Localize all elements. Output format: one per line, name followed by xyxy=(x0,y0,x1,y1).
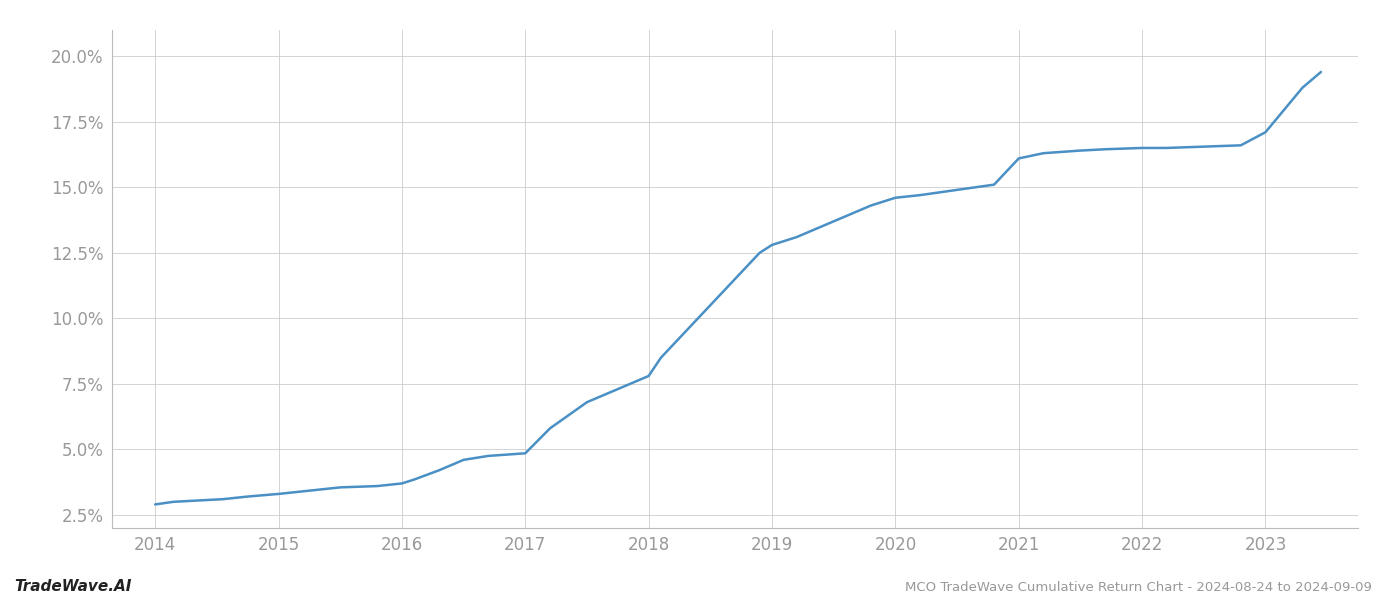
Text: MCO TradeWave Cumulative Return Chart - 2024-08-24 to 2024-09-09: MCO TradeWave Cumulative Return Chart - … xyxy=(906,581,1372,594)
Text: TradeWave.AI: TradeWave.AI xyxy=(14,579,132,594)
